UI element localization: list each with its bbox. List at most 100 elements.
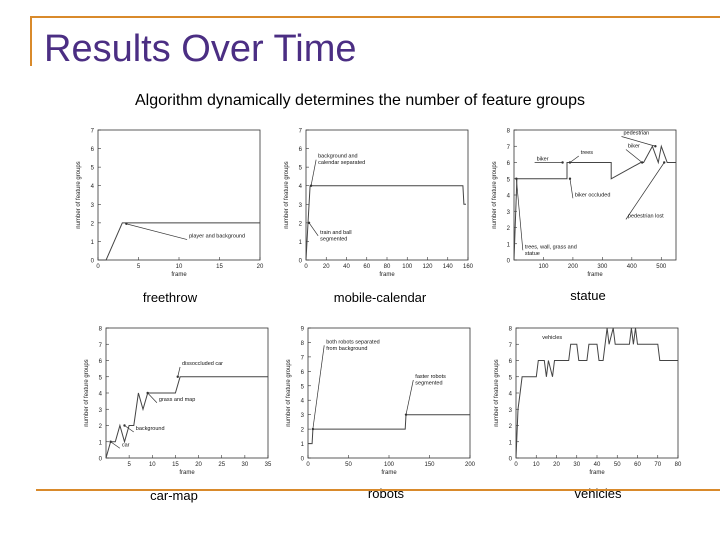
annotation-arrow [516,178,524,251]
x-tick-label: 35 [265,462,272,468]
chart-panel-robots: 0 1 2 3 4 5 6 7 8 9 0 50 100 150 200 frame number of fea… [282,320,482,480]
annotation-arrow [126,223,188,240]
y-axis-label: number of feature groups [284,161,290,228]
annotation-label: statue [525,251,540,257]
annotation-arrow [312,345,325,430]
chart-panel-vehicles: 0 1 2 3 4 5 6 7 8 0 10 20 30 40 50 60 70 80 frame number of… [490,320,690,480]
x-axis-label: frame [587,272,603,278]
chart-svg-freethrow: 0 1 2 3 4 5 6 7 0 5 10 15 20 frame number of feature g… [76,129,264,279]
x-axis-label: frame [379,272,395,278]
annotation-arrowhead [123,424,126,427]
y-tick-label: 5 [91,166,95,172]
chart-panel-car-map: 0 1 2 3 4 5 6 7 8 5 10 15 20 25 30 35 frame number of fea… [80,320,280,480]
x-tick-label: 150 [424,462,435,468]
y-tick-label: 2 [91,221,95,227]
annotation-arrow [405,379,414,415]
annotation-arrowhead [176,375,179,378]
x-tick-label: 5 [137,264,141,270]
y-tick-label: 5 [99,375,103,381]
y-tick-label: 3 [299,203,303,209]
title-rule-horizontal [30,16,720,18]
y-tick-label: 1 [507,242,511,248]
x-tick-label: 20 [553,462,560,468]
caption-statue: statue [570,288,606,303]
annotation-arrowhead [654,145,657,148]
y-tick-label: 0 [91,259,95,265]
x-tick-label: 60 [363,264,370,270]
plot-frame [105,327,269,459]
y-tick-label: 3 [507,210,511,216]
annotation-arrow [625,149,643,163]
x-tick-label: 10 [176,264,183,270]
annotation-label: biker occluded [575,192,610,198]
annotation-label: background and [318,154,357,160]
x-tick-label: 40 [343,264,350,270]
annotation-label: train and ball [320,230,352,236]
x-tick-label: 0 [96,264,100,270]
x-axis-label: frame [171,272,187,278]
annotation-label: vehicles [542,335,562,341]
y-tick-label: 1 [91,240,95,246]
x-tick-label: 200 [568,264,579,270]
caption-mobile-calendar: mobile-calendar [333,290,427,305]
x-tick-label: 10 [149,462,156,468]
x-tick-label: 0 [306,462,310,468]
series-line [515,327,678,459]
annotation-label: grass and map [159,397,195,403]
x-tick-label: 25 [218,462,225,468]
annotation-label: biker [628,144,640,150]
y-tick-label: 8 [99,327,103,333]
plot-frame [515,327,679,459]
x-tick-label: 5 [127,462,131,468]
y-tick-label: 6 [509,359,513,365]
plot-frame [97,129,261,261]
x-tick-label: 0 [514,462,518,468]
annotation-arrowhead [568,177,572,180]
annotation-label: both robots separated [326,339,380,345]
annotation-arrowhead [309,184,313,187]
y-axis-label: number of feature groups [492,161,498,228]
y-tick-label: 5 [507,177,511,183]
annotation-arrow [569,155,580,163]
annotation-arrowhead [515,177,518,180]
x-tick-label: 0 [304,264,308,270]
y-tick-label: 8 [507,129,511,135]
series-line [308,414,470,445]
y-tick-label: 1 [99,440,103,446]
y-tick-label: 6 [507,161,511,167]
annotation-label: trees [581,150,593,156]
x-tick-label: 50 [345,462,352,468]
y-tick-label: 3 [99,408,103,414]
y-tick-label: 7 [507,145,511,151]
x-tick-label: 160 [463,264,474,270]
x-tick-label: 500 [656,264,667,270]
annotation-label: player and background [189,234,245,240]
x-tick-label: 400 [627,264,638,270]
x-tick-label: 30 [242,462,249,468]
annotation-arrowhead [640,161,644,164]
y-tick-label: 7 [509,343,513,349]
y-axis-label: number of feature groups [494,359,500,426]
y-tick-label: 6 [299,147,303,153]
annotation-label: segmented [415,381,442,387]
y-tick-label: 8 [301,341,305,347]
y-tick-label: 5 [299,166,303,172]
y-tick-label: 7 [301,355,305,361]
x-tick-label: 100 [538,264,549,270]
annotation-arrowhead [146,391,149,395]
y-tick-label: 8 [509,327,513,333]
y-tick-label: 2 [301,428,305,434]
x-tick-label: 20 [195,462,202,468]
x-axis-label: frame [589,470,605,476]
chart-panel-statue: 0 1 2 3 4 5 6 7 8 100 200 300 400 500 frame number of f… [488,122,688,282]
y-tick-label: 5 [301,384,305,390]
x-tick-label: 60 [634,462,641,468]
y-tick-label: 0 [299,259,303,265]
x-tick-label: 15 [216,264,223,270]
y-axis-label: number of feature groups [76,161,82,228]
x-tick-label: 20 [257,264,264,270]
y-tick-label: 3 [509,408,513,414]
series-line [105,376,268,459]
annotation-arrow [147,392,158,403]
y-tick-label: 9 [301,327,305,333]
